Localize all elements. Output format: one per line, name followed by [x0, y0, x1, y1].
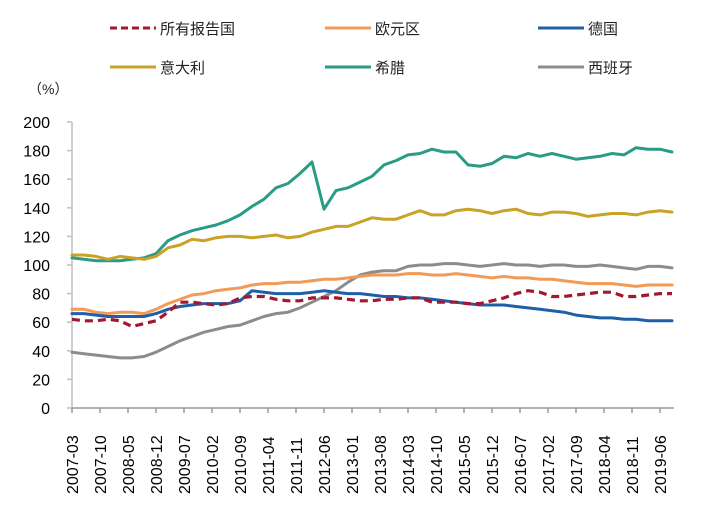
y-tick-label: 40: [32, 344, 50, 361]
series-line-1: [70, 272, 674, 316]
x-tick-label: 2011-04: [261, 436, 278, 494]
y-tick-label: 140: [23, 201, 50, 218]
y-axis-unit-label: （%）: [28, 81, 68, 97]
x-tick-label: 2007-03: [65, 435, 82, 494]
y-tick-label: 60: [32, 315, 50, 332]
legend-item-2: 德国: [538, 20, 618, 38]
x-tick-label: 2018-11: [625, 436, 642, 494]
legend-item-1: 欧元区: [325, 20, 420, 38]
y-tick-label: 20: [32, 372, 50, 389]
series-line-3: [70, 207, 674, 261]
series-line-4: [70, 146, 674, 263]
series-line-5: [70, 262, 674, 360]
x-tick-label: 2008-12: [149, 435, 166, 494]
legend-label: 德国: [588, 20, 618, 38]
legend-item-4: 希腊: [325, 59, 405, 77]
x-tick-label: 2011-11: [289, 438, 306, 494]
x-tick-label: 2007-10: [93, 435, 110, 494]
y-tick-label: 200: [23, 115, 50, 132]
y-tick-label: 160: [23, 172, 50, 189]
x-tick-label: 2017-09: [569, 435, 586, 494]
legend-item-5: 西班牙: [538, 59, 633, 77]
legend-label: 欧元区: [375, 20, 420, 38]
x-tick-label: 2012-06: [317, 435, 334, 494]
x-tick-label: 2018-04: [597, 435, 614, 494]
legend-item-0: 所有报告国: [110, 20, 235, 38]
x-tick-label: 2016-07: [513, 435, 530, 494]
x-tick-label: 2015-12: [485, 435, 502, 494]
y-axis: 0 20 40 60 80 100 120 140 160 180 200: [23, 115, 73, 418]
x-tick-label: 2019-06: [653, 435, 670, 494]
x-tick-label: 2014-03: [401, 435, 418, 494]
legend-item-3: 意大利: [110, 59, 205, 77]
y-tick-label: 100: [23, 258, 50, 275]
y-tick-label: 0: [41, 401, 50, 418]
y-tick-label: 120: [23, 229, 50, 246]
y-tick-label: 80: [32, 287, 50, 304]
legend-label: 所有报告国: [160, 20, 235, 38]
x-tick-label: 2010-09: [233, 435, 250, 494]
x-tick-label: 2014-10: [429, 435, 446, 494]
x-tick-label: 2015-05: [457, 435, 474, 494]
x-axis: 2007-03 2007-10 2008-05 2008-12 2009-07 2010-…: [65, 407, 674, 494]
y-tick-label: 180: [23, 144, 50, 161]
legend-label: 希腊: [375, 59, 405, 77]
plot-area: [70, 146, 674, 360]
legend-label: 意大利: [160, 59, 205, 77]
x-tick-label: 2010-02: [205, 435, 222, 494]
legend-label: 西班牙: [588, 59, 633, 77]
x-tick-label: 2008-05: [121, 435, 138, 494]
series-line-0: [71, 289, 672, 329]
x-tick-label: 2009-07: [177, 435, 194, 494]
x-tick-label: 2013-08: [373, 435, 390, 494]
x-tick-label: 2013-01: [345, 435, 362, 494]
x-tick-label: 2017-02: [541, 435, 558, 494]
